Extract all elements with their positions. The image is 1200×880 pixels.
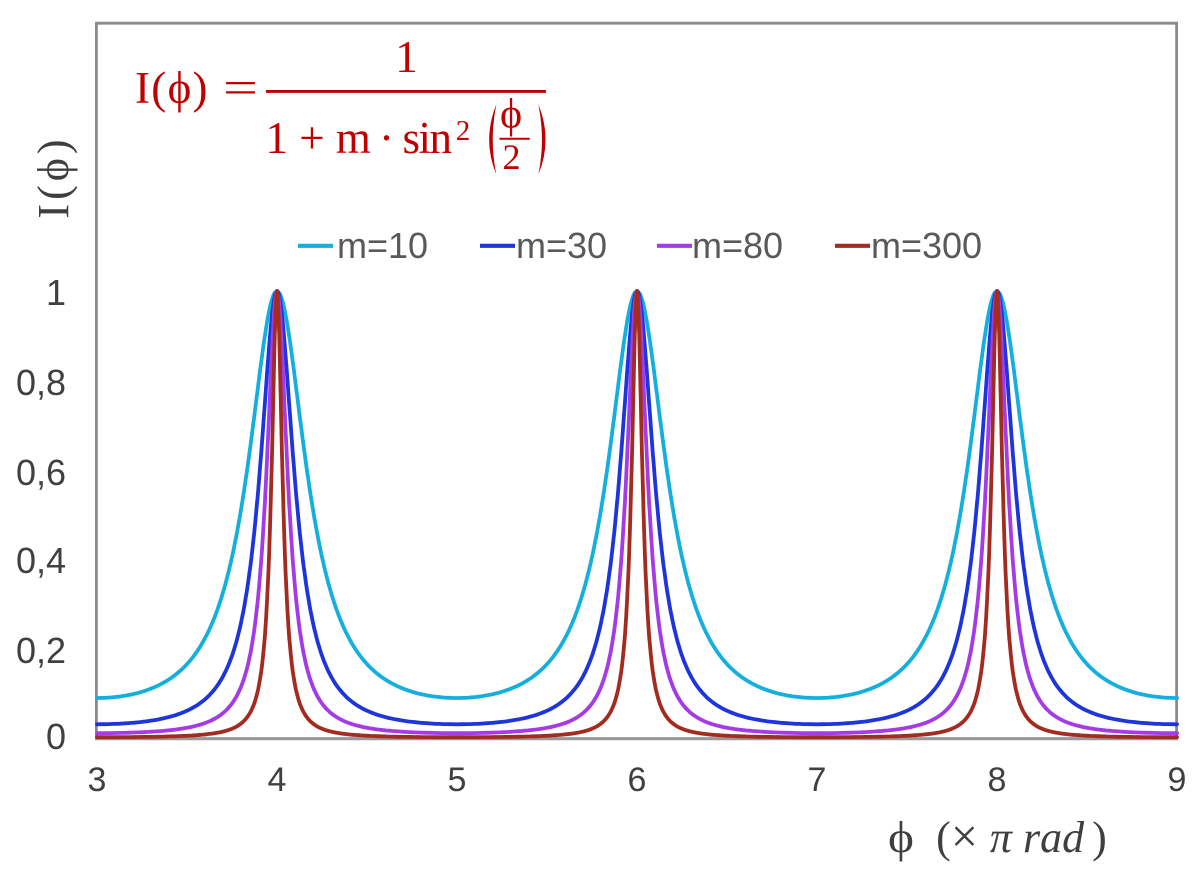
svg-text:ϕ: ϕ bbox=[500, 92, 522, 138]
svg-text:2: 2 bbox=[503, 137, 521, 177]
svg-text:1: 1 bbox=[395, 32, 418, 82]
svg-text:·: · bbox=[379, 113, 394, 163]
svg-text:sin: sin bbox=[403, 113, 452, 163]
svg-text:1 + m: 1 + m bbox=[266, 113, 371, 163]
svg-text:=: = bbox=[223, 63, 258, 113]
svg-text:I(ϕ): I(ϕ) bbox=[135, 63, 209, 113]
svg-text:2: 2 bbox=[456, 115, 471, 147]
